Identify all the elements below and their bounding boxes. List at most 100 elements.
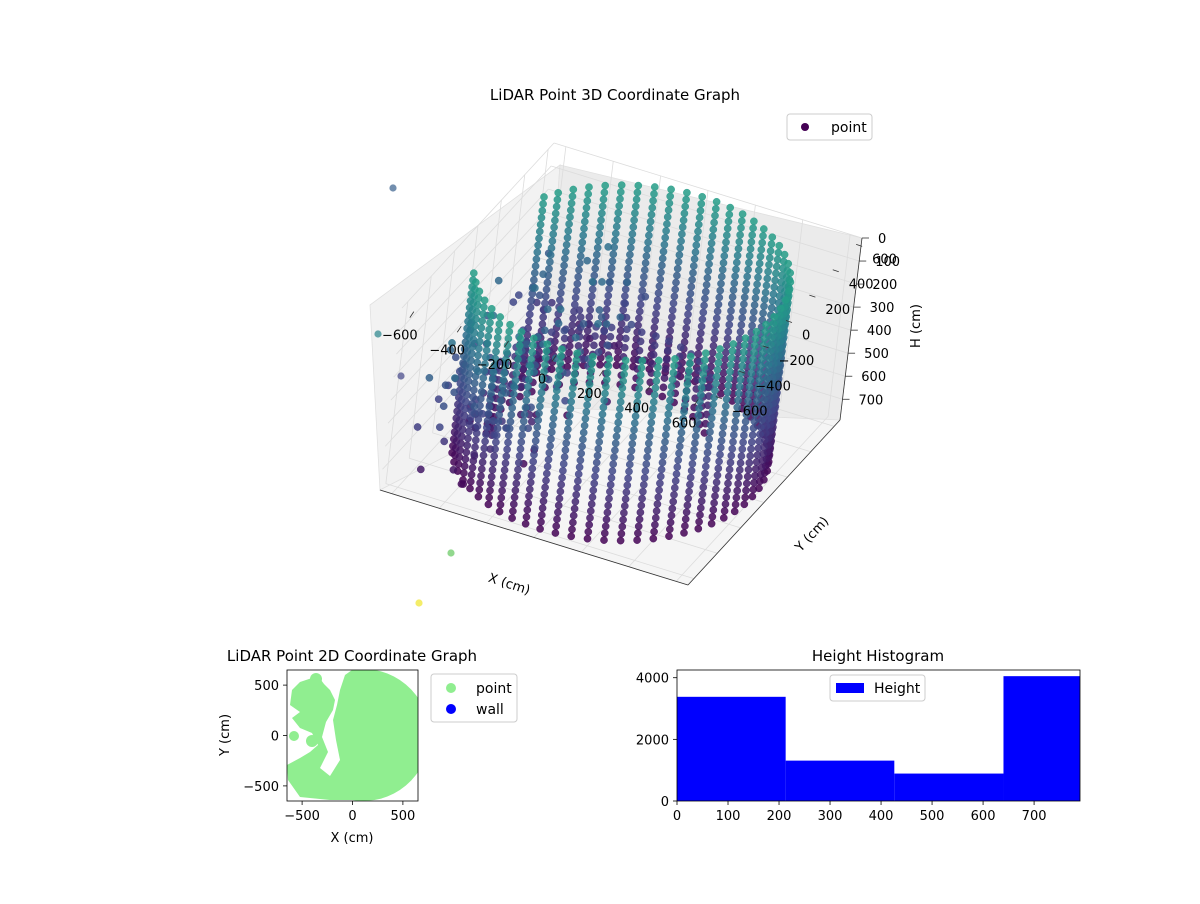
data-point: [735, 237, 744, 246]
data-point: [576, 259, 584, 267]
data-point: [755, 266, 763, 275]
x-axis-line: [379, 489, 689, 586]
data-point: [588, 292, 596, 301]
data-point: [569, 314, 577, 323]
x-tick-mark-3d: [693, 399, 699, 406]
data-point: [745, 251, 754, 260]
data-point: [676, 244, 685, 252]
data-point: [669, 368, 678, 377]
data-point: [671, 285, 680, 294]
data-point: [533, 423, 542, 431]
data-point: [594, 237, 603, 245]
data-point: [551, 529, 560, 537]
data-point: [560, 453, 569, 461]
data-point: [480, 296, 489, 305]
data-point: [691, 432, 700, 441]
data-point: [728, 300, 736, 308]
data-point: [723, 341, 731, 350]
x-tick-label-histogram: 200: [767, 809, 792, 824]
data-point: [740, 293, 749, 302]
data-point: [567, 206, 575, 214]
data-point: [560, 261, 568, 270]
data-point: [534, 241, 542, 250]
data-point: [719, 259, 728, 267]
plot-frame-histogram: [676, 669, 1081, 802]
data-point: [529, 457, 538, 466]
data-point: [680, 407, 688, 416]
data-point: [481, 437, 489, 446]
data-point: [693, 234, 701, 243]
data-point: [494, 327, 503, 335]
data-point: [666, 396, 674, 405]
data-point: [748, 231, 757, 239]
data-point: [756, 369, 765, 377]
data-point: [495, 410, 504, 419]
data-point: [762, 320, 770, 329]
data-point: [752, 327, 761, 336]
data-point: [572, 286, 581, 295]
data-point: [696, 397, 704, 406]
data-point: [515, 291, 523, 299]
data-point: [622, 488, 631, 497]
data-point: [681, 515, 690, 523]
data-point: [531, 262, 540, 270]
data-point: [613, 215, 622, 224]
data-point: [499, 480, 507, 488]
data-point: [605, 278, 614, 286]
x-tick-mark-3d: [599, 369, 604, 377]
data-point: [542, 347, 551, 355]
data-point: [690, 255, 699, 263]
data-point: [552, 202, 561, 211]
data-point: [657, 465, 666, 474]
data-point: [542, 476, 550, 485]
data-point: [766, 247, 775, 255]
data-point: [728, 444, 737, 453]
data-point: [666, 327, 675, 335]
data-point: [709, 225, 718, 234]
data-point: [469, 269, 478, 277]
y-tick-label-2d: 0: [271, 730, 279, 745]
data-point: [583, 333, 591, 342]
data-point: [757, 423, 765, 432]
data-point: [650, 323, 659, 332]
data-point: [633, 536, 641, 544]
data-point: [560, 326, 569, 335]
data-point: [482, 346, 491, 355]
data-point: [748, 492, 757, 501]
data-point: [504, 438, 512, 447]
data-point: [717, 279, 725, 288]
data-point: [746, 383, 754, 391]
data-point: [527, 296, 536, 305]
outlier-point: [374, 330, 382, 338]
data-point: [604, 362, 613, 370]
data-point: [582, 203, 591, 212]
data-point: [736, 459, 745, 467]
x-tick-label-3d: 0: [538, 373, 546, 388]
grid-line-3d: [478, 200, 502, 383]
data-point: [723, 486, 731, 495]
data-point: [651, 521, 659, 529]
data-point: [711, 386, 719, 395]
data-point: [707, 421, 715, 429]
data-point: [538, 511, 546, 519]
data-point: [652, 309, 660, 318]
data-point: [667, 320, 675, 328]
data-point: [526, 362, 535, 370]
data-point: [626, 250, 634, 259]
data-point: [648, 360, 657, 368]
data-point: [660, 374, 669, 382]
data-point: [570, 307, 578, 316]
data-point: [526, 485, 534, 494]
data-point: [691, 439, 699, 447]
data-point: [659, 383, 668, 392]
data-point: [627, 446, 636, 455]
data-point: [765, 260, 773, 269]
data-point: [729, 340, 738, 348]
z-tick-label-3d: 600: [861, 370, 886, 385]
data-point: [603, 341, 612, 350]
data-point: [651, 384, 660, 392]
data-point: [528, 348, 537, 357]
data-point: [695, 343, 703, 351]
data-point: [597, 417, 606, 426]
data-point: [694, 227, 702, 236]
